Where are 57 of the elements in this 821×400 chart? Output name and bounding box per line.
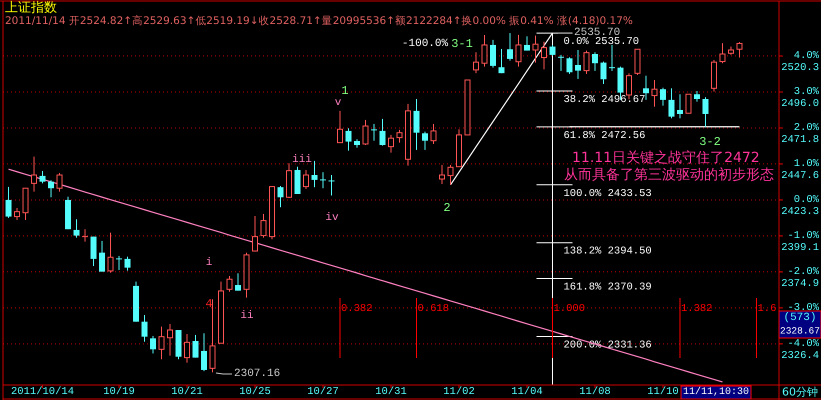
text: 2328.67: [780, 326, 820, 336]
annotation: 0.382: [341, 303, 373, 315]
y-tick-label: 2374.9: [781, 278, 819, 290]
y2-tick-label: 3.0%: [794, 86, 820, 98]
x-tick-label: 10/31: [375, 386, 407, 398]
y-tick-label: 2326.4: [781, 350, 819, 362]
y2-tick-label: 4.0%: [794, 50, 820, 62]
annotation: i: [206, 257, 213, 269]
y-tick-label: 2423.3: [781, 206, 819, 218]
annotation: 0.618: [418, 303, 450, 315]
annotation: 2: [443, 201, 451, 215]
x-tick-label: 11/02: [443, 386, 475, 398]
ref-line-label: 100.0% 2433.53: [563, 188, 652, 200]
ref-line-label: 138.2% 2394.50: [563, 246, 652, 258]
x-tick-label: 10/21: [171, 386, 203, 398]
x-axis-title: 60分钟: [782, 386, 818, 398]
ref-line-label: 0.0% 2535.70: [563, 36, 640, 48]
ref-line-label: 200.0% 2331.36: [563, 339, 652, 352]
annotation: 从而具备了第三波驱动的初步形态: [564, 167, 774, 183]
y2-tick-label: -4.0%: [787, 338, 820, 350]
annotation: 1.000: [553, 303, 586, 315]
text: (573): [783, 312, 817, 324]
chart-title: 上证指数: [5, 0, 57, 16]
y2-tick-label: -2.0%: [787, 266, 820, 278]
annotation: ii: [240, 310, 254, 322]
annotation: 3-1: [451, 37, 473, 51]
x-tick-label: 11/08: [579, 386, 611, 398]
annotation: 2307.16: [234, 368, 280, 380]
y-tick-label: 2471.8: [781, 134, 819, 146]
annotation: iii: [292, 154, 312, 166]
y-tick-label: 2399.1: [781, 242, 819, 254]
y-tick-label: 2447.6: [781, 170, 819, 182]
ref-line-label: 161.8% 2370.39: [563, 282, 652, 294]
x-tick-label: 11/04: [511, 386, 543, 398]
x-tick-label: 10/25: [239, 386, 271, 398]
annotation: -100.0%: [402, 38, 448, 50]
annotation: v: [334, 97, 342, 109]
x-tick-label: 10/27: [307, 386, 339, 398]
text: 2011/11/14 开2524.82↑高2529.63↑低2519.19↓收2528.71↑量20995536↑额2122284↑换0.00% 振0.41% 涨(4.18)0.17%: [5, 14, 633, 27]
annotation: 1: [341, 84, 349, 98]
y2-tick-label: 1.0%: [794, 158, 820, 170]
ref-line-label: 38.2% 2496.67: [563, 94, 646, 106]
y2-tick-label: 0.0%: [794, 194, 820, 206]
annotation: 1.6: [757, 303, 776, 315]
y2-tick-label: -1.0%: [787, 230, 820, 242]
y-tick-label: 2520.3: [781, 62, 819, 74]
annotation: 4: [205, 297, 213, 311]
y-tick-label: 2496.0: [781, 98, 819, 110]
annotation: 3-2: [699, 135, 721, 149]
x-tick-label: 2011/10/14: [11, 386, 74, 398]
ref-line-label: 61.8% 2472.56: [563, 130, 646, 142]
x-tick-label: 11/10: [647, 386, 679, 398]
annotation: 11.11日关键之战守住了2472: [572, 150, 760, 166]
annotation: iv: [325, 212, 339, 224]
annotation: 1.382: [680, 303, 712, 315]
y2-tick-label: 2.0%: [794, 122, 820, 134]
x-tick-label: 10/19: [103, 386, 135, 398]
